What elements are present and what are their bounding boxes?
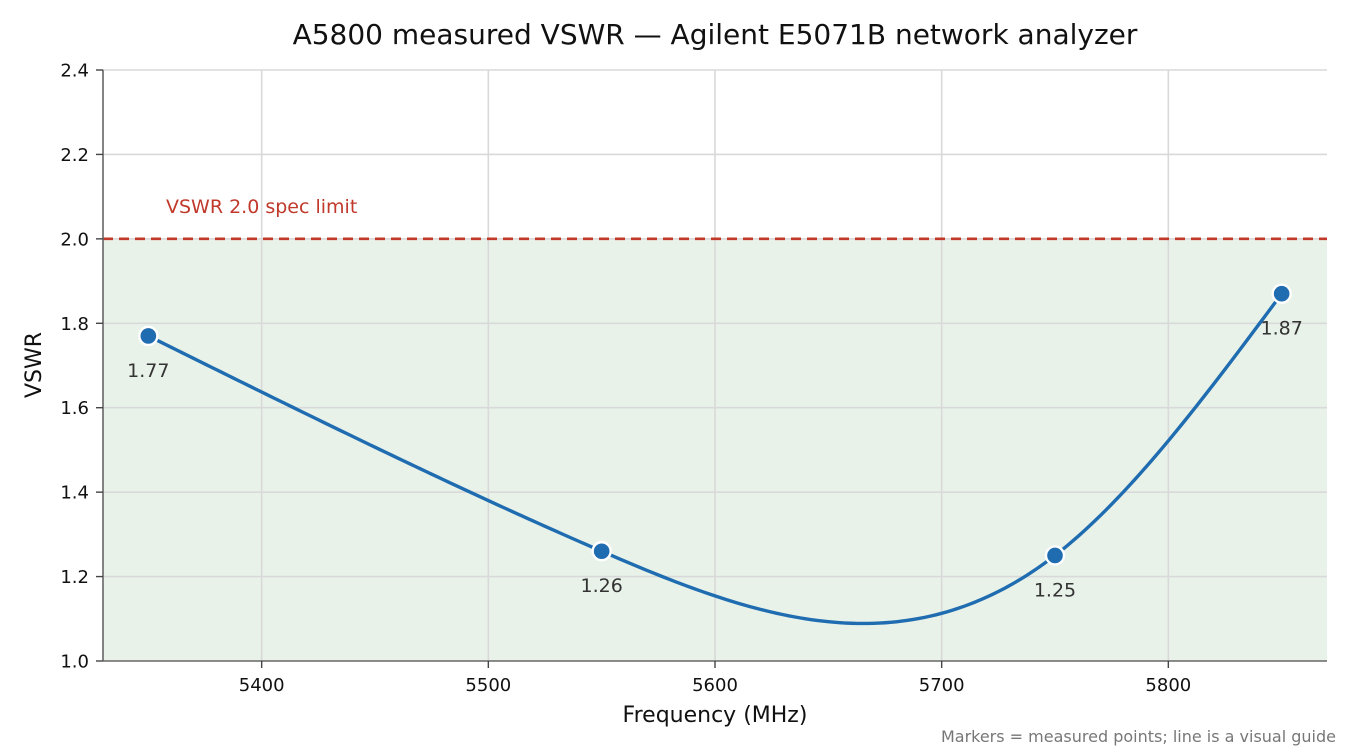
x-tick-label: 5500: [465, 675, 511, 696]
y-tick-label: 1.4: [60, 483, 89, 504]
x-axis-title: Frequency (MHz): [623, 703, 808, 728]
measured-point: [591, 541, 612, 562]
vswr-guide-line: [147, 292, 1284, 626]
y-tick-label: 1.6: [60, 398, 89, 419]
x-tick-label: 5700: [919, 675, 965, 696]
data-value-label: 1.77: [127, 360, 169, 382]
data-value-label: 1.26: [581, 575, 623, 597]
chart-footnote: Markers = measured points; line is a vis…: [941, 727, 1336, 746]
spec-limit-label: VSWR 2.0 spec limit: [166, 196, 357, 218]
x-tick-label: 5600: [692, 675, 738, 696]
y-tick-label: 1.8: [60, 314, 89, 335]
y-tick-label: 1.0: [60, 652, 89, 673]
chart-title: A5800 measured VSWR — Agilent E5071B net…: [293, 18, 1138, 51]
data-value-label: 1.25: [1034, 579, 1076, 601]
y-axis-title: VSWR: [22, 332, 47, 398]
measured-point: [1044, 545, 1066, 566]
y-tick-label: 1.2: [60, 567, 89, 588]
data-value-label: 1.87: [1261, 318, 1303, 340]
measured-point: [1271, 283, 1292, 304]
x-tick-label: 5800: [1145, 675, 1191, 696]
y-tick-label: 2.0: [60, 229, 89, 250]
y-tick-label: 2.2: [60, 145, 89, 166]
measured-point: [138, 325, 159, 347]
x-tick-label: 5400: [239, 675, 285, 696]
y-tick-label: 2.4: [60, 61, 89, 82]
